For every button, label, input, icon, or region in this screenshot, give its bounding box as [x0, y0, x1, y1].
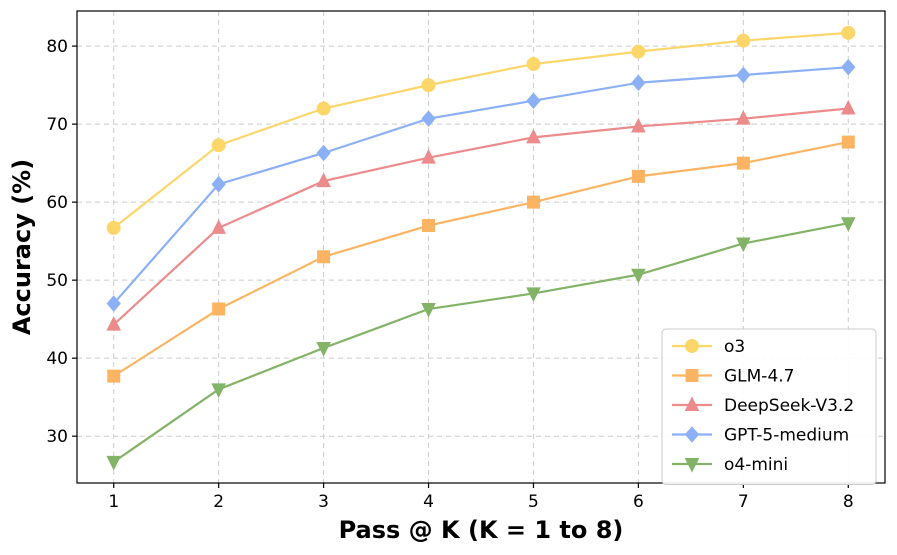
legend-label: GPT-5-medium: [724, 426, 849, 446]
series-line-gpt-5-medium: [112, 66, 849, 305]
data-point-glm-4-7: [631, 169, 645, 183]
y-axis-title: Accuracy (%): [8, 159, 36, 335]
y-tick-label: 40: [46, 349, 68, 369]
series-line-glm-4-7: [113, 140, 849, 378]
legend-item-o3: o3: [672, 337, 745, 357]
x-tick-label: 3: [318, 492, 329, 512]
data-point-deepseek-v3-2: [316, 172, 331, 188]
data-point-gpt-5-medium: [316, 144, 331, 162]
y-tick-label: 70: [46, 115, 68, 135]
series-line-o3: [113, 31, 849, 229]
legend-frame: [661, 328, 877, 485]
data-point-deepseek-v3-2: [421, 149, 436, 164]
data-point-deepseek-v3-2: [631, 117, 646, 133]
series-deepseek-v3-2: [106, 99, 856, 331]
data-point-gpt-5-medium: [526, 92, 541, 109]
data-point-glm-4-7: [422, 219, 436, 233]
x-tick-label: 5: [528, 492, 539, 512]
data-point-o3: [841, 25, 856, 40]
legend-marker: [685, 369, 699, 382]
legend-label: o3: [724, 337, 745, 357]
y-tick-label: 30: [46, 427, 68, 447]
x-tick-label: 7: [738, 492, 749, 512]
legend-marker: [684, 396, 700, 411]
data-point-gpt-5-medium: [211, 175, 226, 193]
data-point-o3: [526, 57, 541, 72]
data-point-o4-mini: [840, 217, 856, 232]
data-point-o4-mini: [526, 287, 541, 303]
data-point-deepseek-v3-2: [526, 128, 541, 144]
legend: o3 GLM-4.7 DeepSeek-V3.2 GPT-5-medium o4-min…: [661, 328, 877, 485]
data-point-deepseek-v3-2: [840, 99, 856, 115]
series-gpt-5-medium: [106, 58, 856, 312]
data-point-deepseek-v3-2: [211, 219, 226, 234]
axis-ticks: 1 2 3 4 5 6 7 8 30 40 50 60 70 80: [46, 37, 853, 512]
legend-label: GLM-4.7: [724, 367, 794, 387]
series-line-o4-mini: [113, 222, 849, 463]
data-point-o4-mini: [316, 342, 331, 357]
data-point-deepseek-v3-2: [736, 110, 751, 125]
data-point-o4-mini: [736, 237, 751, 253]
data-point-gpt-5-medium: [106, 295, 121, 312]
data-point-gpt-5-medium: [841, 58, 856, 76]
legend-item-deepseek-v3-2: DeepSeek-V3.2: [672, 396, 854, 416]
x-tick-label: 6: [633, 492, 644, 512]
data-point-glm-4-7: [841, 135, 855, 149]
series-line-deepseek-v3-2: [112, 107, 849, 326]
legend-marker: [684, 458, 700, 473]
data-point-o3: [106, 220, 121, 235]
data-point-o4-mini: [631, 268, 646, 284]
data-point-glm-4-7: [107, 369, 121, 383]
legend-label: o4-mini: [724, 455, 788, 475]
series-o3: [106, 25, 856, 235]
y-tick-label: 60: [46, 193, 68, 213]
x-axis-title: Pass @ K (K = 1 to 8): [339, 516, 624, 544]
y-tick-label: 50: [46, 271, 68, 291]
data-point-gpt-5-medium: [631, 74, 646, 92]
legend-label: DeepSeek-V3.2: [724, 396, 854, 416]
legend-marker: [684, 426, 700, 443]
data-point-o4-mini: [106, 455, 122, 471]
x-tick-label: 8: [843, 492, 854, 512]
data-point-gpt-5-medium: [736, 66, 751, 84]
data-point-o3: [316, 101, 331, 116]
data-point-glm-4-7: [736, 156, 750, 170]
legend-item-gpt-5-medium: GPT-5-medium: [672, 426, 849, 446]
data-point-glm-4-7: [212, 302, 226, 316]
y-tick-label: 80: [46, 37, 68, 57]
data-point-gpt-5-medium: [421, 110, 436, 127]
data-point-o4-mini: [211, 383, 226, 398]
series-glm-4-7: [107, 135, 855, 383]
series-o4-mini: [106, 217, 856, 471]
legend-item-glm-4-7: GLM-4.7: [672, 367, 794, 387]
data-point-o3: [211, 138, 226, 153]
data-point-o3: [631, 44, 646, 59]
plot-frame: [76, 10, 886, 484]
data-point-o3: [421, 78, 436, 93]
data-point-glm-4-7: [526, 195, 540, 209]
series-layer: [106, 25, 856, 471]
x-tick-label: 4: [423, 492, 434, 512]
legend-item-o4-mini: o4-mini: [672, 455, 788, 475]
data-point-deepseek-v3-2: [106, 316, 122, 331]
x-tick-label: 1: [108, 492, 119, 512]
x-tick-label: 2: [213, 492, 224, 512]
legend-marker: [685, 339, 699, 353]
data-point-glm-4-7: [317, 250, 331, 264]
data-point-o4-mini: [421, 303, 436, 318]
data-point-o3: [736, 33, 751, 48]
